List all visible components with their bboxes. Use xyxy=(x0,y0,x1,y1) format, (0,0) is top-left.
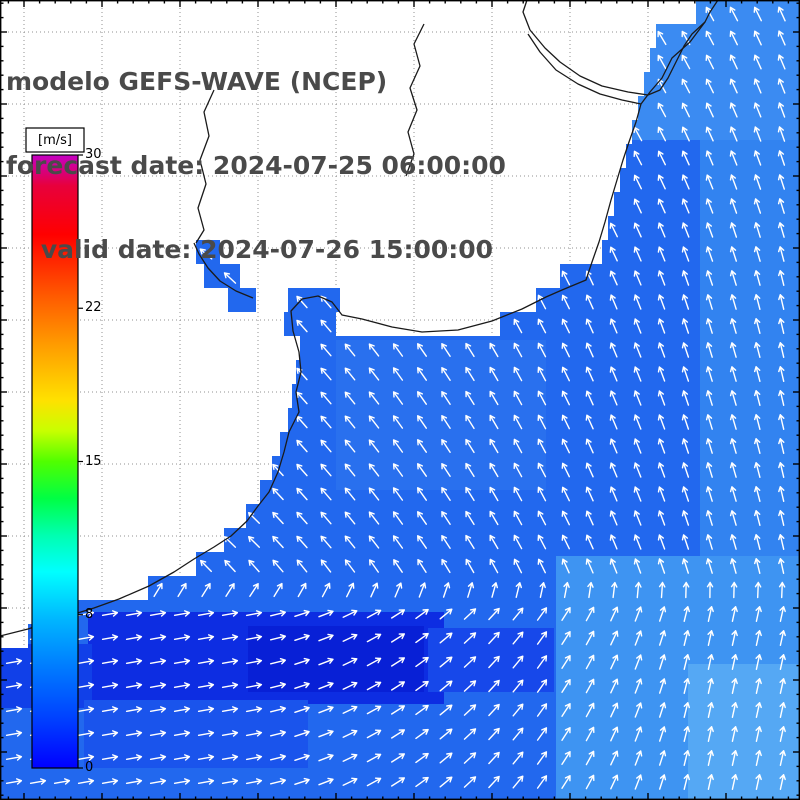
valid-date: valid date: 2024-07-26 15:00:00 xyxy=(6,235,494,264)
map-titles: modelo GEFS-WAVE (NCEP) forecast date: 2… xyxy=(6,12,506,320)
coastline-layer xyxy=(0,0,719,637)
colorbar xyxy=(25,127,85,769)
wind-arrows-layer xyxy=(5,6,786,790)
forecast-date: forecast date: 2024-07-25 06:00:00 xyxy=(6,151,506,180)
model-title: modelo GEFS-WAVE (NCEP) xyxy=(6,67,388,96)
